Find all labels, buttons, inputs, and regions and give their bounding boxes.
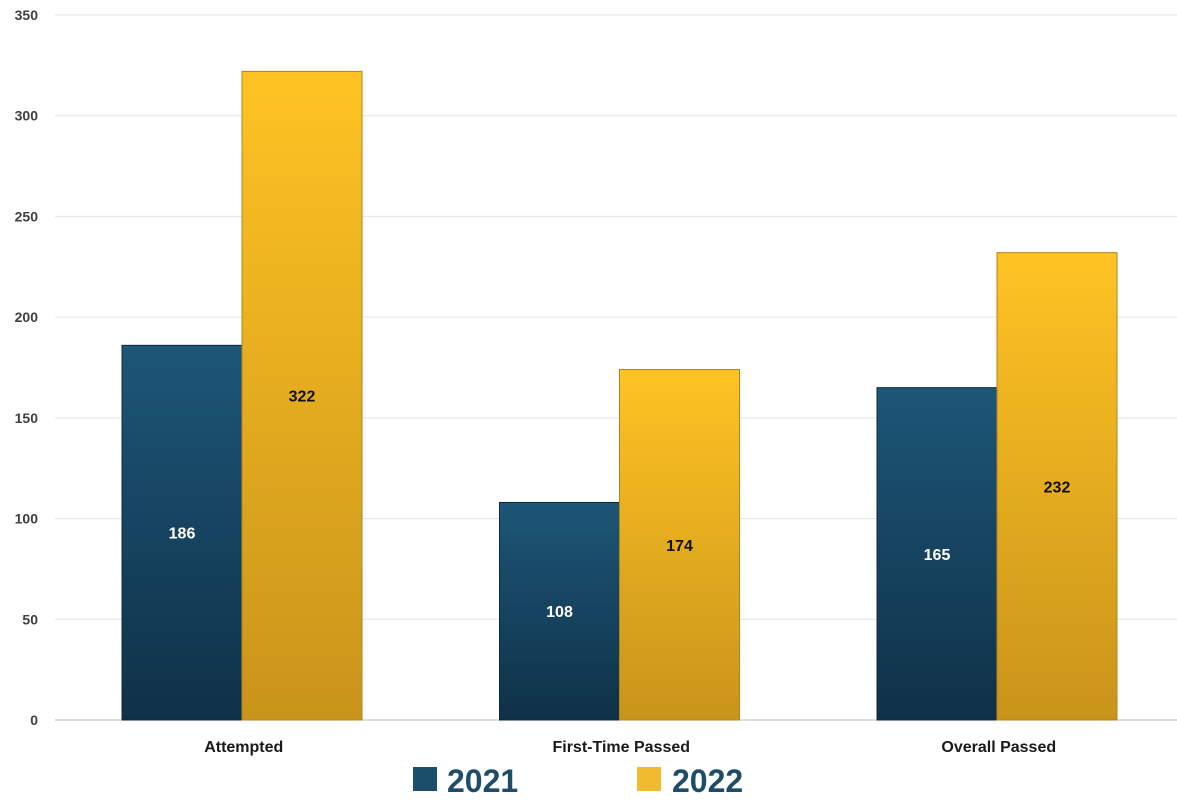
bar-2021-first-time-passed: [499, 501, 620, 721]
y-tick-label: 0: [30, 712, 38, 728]
bar-2022-attempted: [241, 70, 363, 721]
y-tick-label: 300: [15, 108, 39, 124]
y-tick-label: 100: [15, 511, 39, 527]
bars: [121, 70, 1118, 721]
x-category-label: First-Time Passed: [552, 739, 690, 756]
data-label: 322: [289, 389, 316, 406]
legend-swatch-2021: [413, 767, 437, 791]
data-label: 186: [169, 526, 196, 543]
y-tick-label: 250: [15, 208, 39, 224]
data-label: 174: [666, 538, 693, 555]
bar-2022-overall-passed: [996, 252, 1118, 721]
x-category-label: Attempted: [204, 739, 283, 756]
legend: 2021 2022: [413, 763, 743, 799]
x-category-label: Overall Passed: [941, 739, 1056, 756]
x-axis-category-labels: Attempted First-Time Passed Overall Passed: [204, 739, 1056, 756]
data-label: 232: [1044, 479, 1071, 496]
legend-label-2022: 2022: [672, 763, 743, 799]
bar-2022-first-time-passed: [619, 369, 740, 721]
y-tick-label: 200: [15, 309, 39, 325]
y-tick-label: 150: [15, 410, 39, 426]
data-label: 165: [924, 547, 951, 564]
y-axis-tick-labels: 0 50 100 150 200 250 300 350: [15, 7, 39, 728]
y-tick-label: 50: [22, 611, 38, 627]
y-tick-label: 350: [15, 7, 39, 23]
legend-label-2021: 2021: [447, 763, 518, 799]
legend-swatch-2022: [637, 767, 661, 791]
bar-2021-attempted: [121, 344, 243, 721]
data-label: 108: [546, 604, 573, 621]
data-labels: 186 322 108 174 165 232: [169, 389, 1071, 622]
